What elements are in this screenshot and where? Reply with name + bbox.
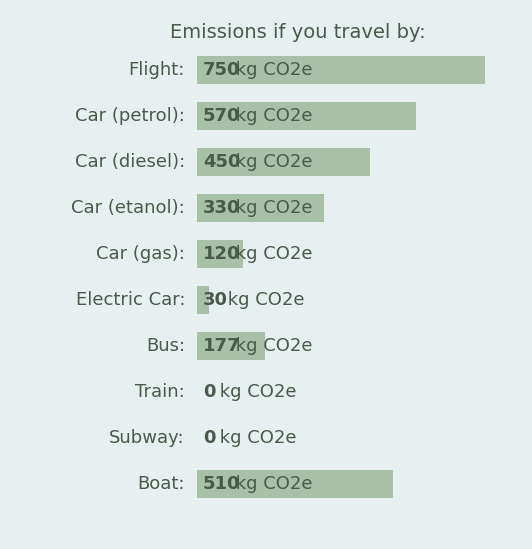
Text: Subway:: Subway: <box>110 429 185 447</box>
Text: 750: 750 <box>203 61 240 79</box>
Text: kg CO2e: kg CO2e <box>230 107 313 125</box>
Text: Car (gas):: Car (gas): <box>96 245 185 263</box>
Text: kg CO2e: kg CO2e <box>230 337 313 355</box>
Text: 570: 570 <box>203 107 240 125</box>
Text: kg CO2e: kg CO2e <box>230 475 313 493</box>
Text: kg CO2e: kg CO2e <box>230 245 313 263</box>
Text: Car (diesel):: Car (diesel): <box>75 153 185 171</box>
Bar <box>197 286 209 314</box>
Text: 120: 120 <box>203 245 240 263</box>
Bar <box>197 240 243 268</box>
Bar <box>197 56 485 84</box>
Text: kg CO2e: kg CO2e <box>230 153 313 171</box>
Text: kg CO2e: kg CO2e <box>213 383 296 401</box>
Bar <box>197 470 393 498</box>
Text: 510: 510 <box>203 475 240 493</box>
Text: kg CO2e: kg CO2e <box>230 199 313 217</box>
Text: 0: 0 <box>203 429 215 447</box>
Bar <box>197 148 370 176</box>
Text: 330: 330 <box>203 199 240 217</box>
Text: 0: 0 <box>203 383 215 401</box>
Text: Car (petrol):: Car (petrol): <box>75 107 185 125</box>
Text: Train:: Train: <box>135 383 185 401</box>
Bar <box>197 332 265 360</box>
Bar <box>197 102 416 130</box>
Text: Car (etanol):: Car (etanol): <box>71 199 185 217</box>
Text: Flight:: Flight: <box>129 61 185 79</box>
Text: Emissions if you travel by:: Emissions if you travel by: <box>170 23 426 42</box>
Text: 450: 450 <box>203 153 240 171</box>
Text: kg CO2e: kg CO2e <box>222 291 304 309</box>
Text: Bus:: Bus: <box>146 337 185 355</box>
Text: 177: 177 <box>203 337 240 355</box>
Text: 30: 30 <box>203 291 228 309</box>
Text: Boat:: Boat: <box>137 475 185 493</box>
Text: kg CO2e: kg CO2e <box>230 61 313 79</box>
Text: Electric Car:: Electric Car: <box>76 291 185 309</box>
Bar <box>197 194 323 222</box>
Text: kg CO2e: kg CO2e <box>213 429 296 447</box>
